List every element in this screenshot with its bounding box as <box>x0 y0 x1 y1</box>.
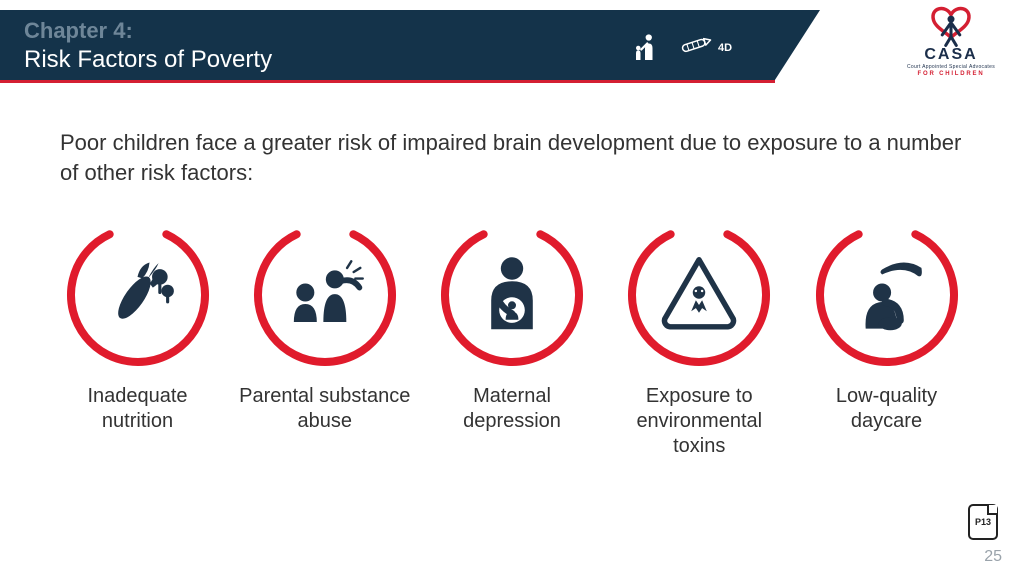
factor-label: Inadequate nutrition <box>50 384 225 434</box>
header-icons: 4D <box>630 30 732 65</box>
slide: Chapter 4: Risk Factors of Poverty <box>0 0 1024 576</box>
factor-label: Parental substance abuse <box>237 384 412 434</box>
factor-item: Parental substance abuse <box>237 220 412 459</box>
parental-abuse-icon <box>284 252 366 339</box>
nutrition-icon <box>99 254 177 337</box>
casa-logo-icon <box>923 6 979 48</box>
intro-text: Poor children face a greater risk of imp… <box>60 128 964 187</box>
factor-label: Low-quality daycare <box>799 384 974 434</box>
factor-item: Exposure to environmental toxins <box>612 220 787 459</box>
pencil-icon <box>678 34 712 61</box>
factor-item: Maternal depression <box>425 220 600 459</box>
factor-item: Inadequate nutrition <box>50 220 225 459</box>
factors-row: Inadequate nutrition <box>50 220 974 459</box>
factor-label: Maternal depression <box>425 384 600 434</box>
banner-underline <box>0 80 775 83</box>
document-badge: P13 <box>968 504 998 540</box>
casa-logo: CASA Court Appointed Special Advocates F… <box>896 6 1006 77</box>
parent-child-icon <box>630 30 660 65</box>
logo-name: CASA <box>896 46 1006 64</box>
document-badge-label: P13 <box>975 517 991 527</box>
logo-sub: Court Appointed Special Advocates <box>896 64 1006 70</box>
toxins-icon <box>660 254 738 337</box>
page-number: 25 <box>984 548 1002 566</box>
badge-4d: 4D <box>718 42 732 54</box>
factor-item: Low-quality daycare <box>799 220 974 459</box>
daycare-icon <box>846 252 928 339</box>
factor-label: Exposure to environmental toxins <box>612 384 787 459</box>
logo-sub2: FOR CHILDREN <box>896 71 1006 77</box>
maternal-icon <box>472 253 552 338</box>
